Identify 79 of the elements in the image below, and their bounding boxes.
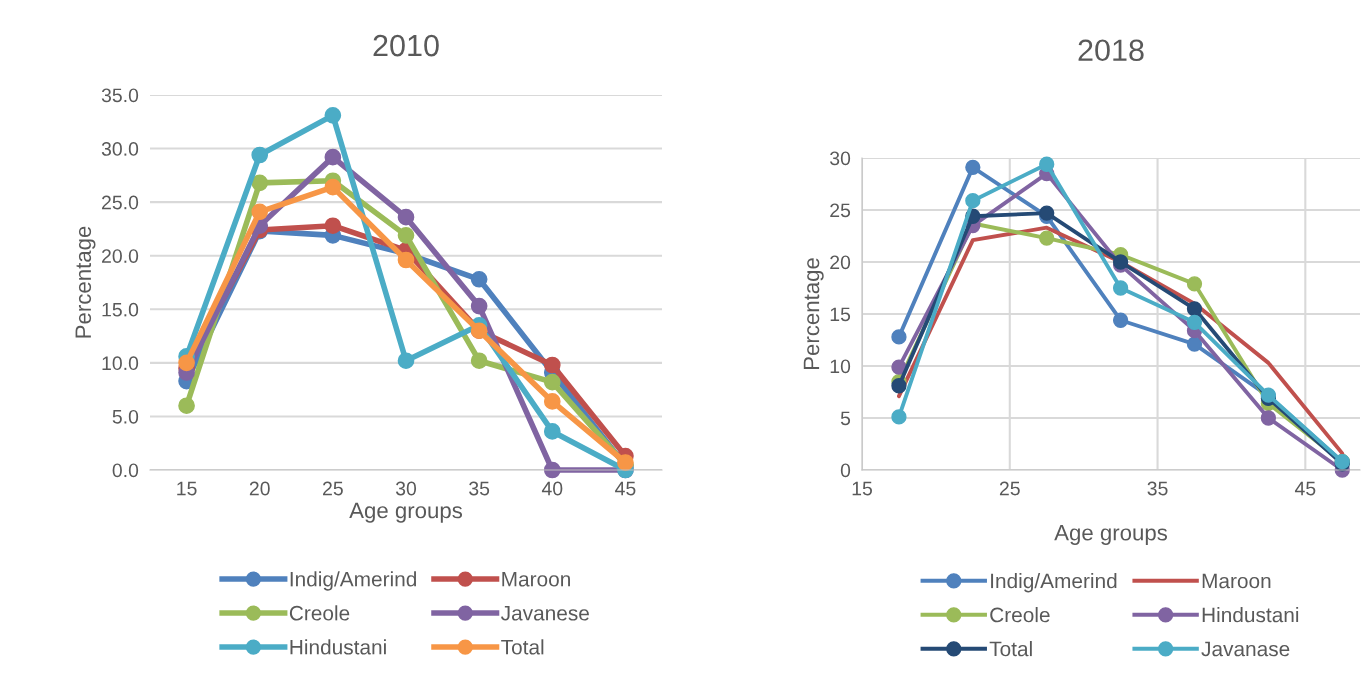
point — [324, 217, 342, 235]
x-axis-title: Age groups — [1054, 525, 1168, 545]
y-tick-label: 10 — [830, 359, 851, 374]
y-tick-label: 25 — [830, 203, 851, 218]
x-tick-label: 35 — [469, 481, 490, 496]
y-tick-label: 15.0 — [102, 302, 139, 317]
legend-label: Indig/Amerind — [290, 571, 417, 591]
point — [397, 227, 415, 244]
x-axis-title: Age groups — [349, 502, 463, 523]
point — [891, 409, 907, 425]
legend-label: Creole — [289, 605, 350, 621]
point — [891, 359, 907, 375]
legend-label: Total — [501, 639, 544, 655]
point — [397, 208, 415, 226]
point — [1186, 336, 1203, 352]
legend-label: Maroon — [1202, 573, 1271, 589]
point — [1039, 156, 1055, 172]
point — [470, 352, 488, 370]
point — [251, 174, 269, 192]
legend-label: Total — [989, 641, 1032, 657]
x-tick-label: 25 — [323, 481, 343, 496]
y-axis-title: Percentage — [75, 226, 96, 338]
point — [324, 148, 342, 166]
point — [965, 193, 981, 209]
point — [178, 354, 195, 372]
y-tick-label: 30.0 — [101, 142, 139, 156]
point — [891, 378, 907, 394]
x-tick-label: 25 — [999, 481, 1020, 496]
point — [543, 393, 561, 410]
point — [470, 297, 488, 315]
point — [1186, 314, 1203, 330]
legend-label: Hindustani — [290, 639, 386, 655]
legend-label: Javanese — [501, 606, 589, 621]
legend-label: Hindustani — [1202, 606, 1299, 623]
point — [324, 178, 342, 196]
point — [470, 270, 488, 288]
point — [324, 107, 342, 124]
y-tick-label: 5 — [840, 411, 851, 426]
y-tick-label: 0 — [840, 463, 851, 478]
x-tick-label: 45 — [1294, 481, 1316, 496]
y-tick-label: 20.0 — [102, 249, 139, 263]
point — [178, 397, 195, 415]
point — [543, 356, 561, 374]
x-tick-label: 45 — [615, 481, 636, 496]
point — [251, 146, 269, 164]
point — [543, 373, 561, 391]
x-tick-label: 40 — [541, 481, 563, 496]
point — [965, 159, 981, 175]
y-tick-label: 10.0 — [102, 356, 139, 371]
x-tick-label: 15 — [177, 481, 197, 496]
x-tick-label: 20 — [249, 481, 270, 496]
y-tick-label: 25.0 — [102, 195, 139, 210]
point — [1186, 301, 1203, 317]
point — [251, 203, 269, 221]
legend-label: Maroon — [502, 572, 570, 587]
chart-title: 2018 — [1078, 39, 1144, 62]
point — [1112, 312, 1129, 328]
y-tick-label: 35.0 — [101, 88, 139, 103]
y-tick-label: 30 — [830, 151, 851, 166]
point — [891, 329, 907, 345]
y-axis-title: Percentage — [803, 258, 824, 369]
point — [1039, 230, 1055, 246]
x-tick-label: 35 — [1147, 481, 1168, 496]
x-tick-label: 15 — [852, 481, 872, 496]
point — [1260, 410, 1277, 426]
legend-label: Creole — [990, 606, 1050, 623]
y-tick-label: 15 — [830, 307, 851, 322]
y-tick-label: 20 — [830, 255, 851, 270]
legend-label: Javanase — [1201, 641, 1290, 657]
point — [1186, 276, 1203, 292]
y-tick-label: 0.0 — [112, 463, 139, 478]
chart-title: 2010 — [373, 34, 439, 57]
point — [397, 251, 415, 269]
point — [1112, 280, 1129, 296]
legend-label: Indig/Amerind — [991, 572, 1117, 593]
point — [397, 352, 415, 370]
x-tick-label: 30 — [395, 481, 417, 496]
y-tick-label: 5.0 — [112, 409, 139, 424]
point — [543, 423, 561, 440]
